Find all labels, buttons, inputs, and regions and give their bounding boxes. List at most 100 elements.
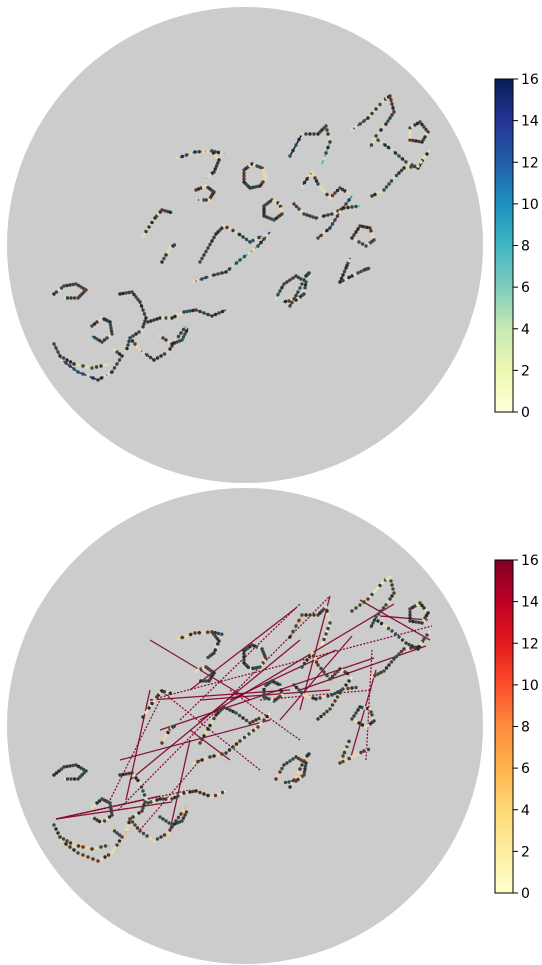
bottom-node-point [347,679,351,683]
bottom-node-point [374,615,378,619]
top-node-point [338,210,342,214]
top-node-point [176,313,180,317]
top-node-point [291,148,295,153]
bottom-node-point [166,831,170,835]
top-node-point [296,290,300,294]
top-node-point [76,283,81,288]
top-node-point [366,116,370,120]
bottom-node-point [360,723,365,727]
bottom-node-point [299,690,304,695]
bottom-node-point [294,755,298,759]
bottom-node-point [131,815,135,819]
bottom-long-link [189,607,297,691]
top-node-point [374,107,378,111]
bottom-node-point [313,657,317,661]
top-node-point [94,365,99,369]
top-node-point [158,334,162,338]
top-node-point [132,292,136,297]
top-node-point [424,127,428,132]
top-node-point [370,232,374,236]
top-node-point [356,271,360,275]
bottom-node-point [194,789,198,793]
bottom-node-point [424,608,428,613]
top-node-point [370,111,374,116]
top-node-point [291,276,295,280]
top-node-point [322,214,326,218]
bottom-node-point [79,766,83,770]
bottom-node-point [405,646,410,651]
bottom-node-point [288,785,292,789]
bottom-node-point [381,606,386,610]
bottom-node-point [302,661,307,666]
bottom-node-point [287,780,291,784]
bottom-node-point [210,720,214,724]
bottom-node-point [144,797,148,801]
top-node-point [327,136,331,140]
bottom-node-point [425,633,429,637]
bottom-node-point [185,790,189,795]
top-node-point [227,267,232,271]
top-node-point [117,352,122,356]
bottom-node-point [130,820,135,824]
top-node-point [126,343,130,347]
top-node-point [425,152,429,156]
bottom-node-point [426,611,430,615]
top-node-point [384,185,389,189]
bottom-node-point [198,741,202,745]
bottom-node-point [99,845,103,849]
bottom-node-point [183,813,187,817]
bottom-node-point [136,778,140,783]
bottom-node-point [76,851,80,855]
bottom-node-point [419,641,423,645]
bottom-long-link [125,689,151,801]
top-node-point [388,116,392,120]
top-node-point [139,304,144,308]
bottom-node-point [262,718,266,722]
bottom-node-point [341,754,345,758]
bottom-long-link [379,615,429,621]
bottom-node-point [68,764,72,768]
bottom-node-point [370,592,374,597]
bottom-long-link [199,603,395,721]
top-node-point [117,358,122,362]
bottom-node-point [242,658,246,662]
top-node-point [278,289,282,293]
top-node-point [356,227,360,231]
bottom-node-point [105,817,109,821]
bottom-node-point [94,846,99,850]
top-node-point [81,364,85,368]
top-node-point [335,188,340,193]
top-node-point [408,135,412,139]
bottom-node-point [56,831,60,835]
bottom-node-point [389,660,394,664]
top-node-point [324,151,328,155]
top-node-point [290,300,294,305]
top-node-point [285,280,289,284]
bottom-node-point [202,792,206,796]
bottom-node-point [161,817,165,821]
top-node-point [242,177,246,181]
top-node-point [143,319,147,323]
top-node-point [314,216,318,220]
bottom-node-point [424,613,429,618]
bottom-node-point [305,658,309,662]
bottom-node-point [65,777,70,781]
bottom-node-point [204,679,208,683]
top-node-point [212,235,216,240]
bottom-node-point [350,686,354,690]
top-node-point [388,94,392,98]
bottom-node-point [99,857,104,861]
bottom-node-point [357,721,361,725]
bottom-colorbar-tick-label: 4 [521,803,530,819]
top-node-point [262,206,266,211]
bottom-node-point [254,718,258,722]
bottom-node-point [402,647,406,651]
top-node-point [423,135,427,139]
top-node-point [142,322,146,326]
bottom-node-point [397,652,401,656]
top-node-point [305,213,309,217]
bottom-node-point [290,781,294,786]
bottom-node-point [299,758,303,762]
bottom-node-point [393,632,398,636]
top-node-point [165,209,170,214]
